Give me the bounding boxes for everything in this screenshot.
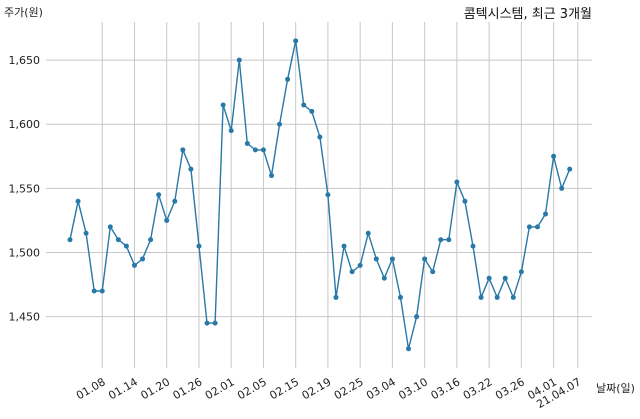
data-point xyxy=(115,237,121,243)
data-point xyxy=(454,179,460,185)
data-point xyxy=(156,192,162,198)
data-point xyxy=(349,269,355,275)
x-tick-label: 01.14 xyxy=(106,375,140,402)
chart-title: 콤텍시스템, 최근 3개월 xyxy=(464,7,592,22)
y-tick-label: 1,500 xyxy=(9,247,41,260)
data-point xyxy=(91,288,97,294)
plot-series xyxy=(67,38,573,352)
data-point xyxy=(188,166,194,172)
data-point xyxy=(75,198,81,204)
x-tick-label: 01.20 xyxy=(138,375,172,402)
data-point xyxy=(285,76,291,82)
data-point xyxy=(309,108,315,114)
x-tick-label: 02.05 xyxy=(235,375,269,402)
data-point xyxy=(333,294,339,300)
data-point xyxy=(438,237,444,243)
data-point xyxy=(373,256,379,262)
y-tick-label: 1,450 xyxy=(9,311,41,324)
data-point xyxy=(325,192,331,198)
data-point xyxy=(381,275,387,281)
x-tick-label: 03.10 xyxy=(396,375,430,402)
x-tick-label: 02.19 xyxy=(300,375,334,402)
data-point xyxy=(180,147,186,153)
data-point xyxy=(397,294,403,300)
data-point xyxy=(196,243,202,249)
y-axis-ticks: 1,450 1,500 1,550 1,600 1,650 xyxy=(9,54,41,324)
data-point xyxy=(470,243,476,249)
data-point xyxy=(526,224,532,230)
data-point xyxy=(478,294,484,300)
data-point xyxy=(502,275,508,281)
x-tick-label: 02.15 xyxy=(267,375,301,402)
data-point xyxy=(389,256,395,262)
data-point xyxy=(107,224,113,230)
x-tick-label: 03.16 xyxy=(429,375,463,402)
x-axis-label: 날짜(일) xyxy=(596,381,635,395)
data-point xyxy=(260,147,266,153)
x-tick-label: 03.26 xyxy=(493,375,527,402)
data-point xyxy=(543,211,549,217)
data-point xyxy=(293,38,299,44)
data-point xyxy=(446,237,452,243)
x-tick-label: 03.22 xyxy=(461,375,495,402)
data-point xyxy=(252,147,258,153)
data-point xyxy=(518,269,524,275)
data-point xyxy=(430,269,436,275)
x-tick-label: 01.08 xyxy=(74,375,108,402)
y-axis-label: 주가(원) xyxy=(4,6,43,19)
data-point xyxy=(83,230,89,236)
data-point xyxy=(567,166,573,172)
data-point xyxy=(534,224,540,230)
y-tick-label: 1,650 xyxy=(9,54,41,67)
data-point xyxy=(148,237,154,243)
y-tick-label: 1,600 xyxy=(9,118,41,131)
data-point xyxy=(204,320,210,326)
x-tick-label: 01.26 xyxy=(171,375,205,402)
data-point xyxy=(341,243,347,249)
data-point xyxy=(486,275,492,281)
x-tick-label: 02.01 xyxy=(203,375,237,402)
data-point xyxy=(277,121,283,127)
data-point xyxy=(99,288,105,294)
data-point xyxy=(131,262,137,268)
data-point xyxy=(236,57,242,63)
data-point xyxy=(67,237,73,243)
data-point xyxy=(301,102,307,108)
data-point xyxy=(406,346,412,352)
x-tick-label: 03.04 xyxy=(364,375,398,402)
x-tick-label: 02.25 xyxy=(332,375,366,402)
data-point xyxy=(172,198,178,204)
y-tick-label: 1,550 xyxy=(9,182,41,195)
data-point xyxy=(212,320,218,326)
data-point xyxy=(228,128,234,134)
x-axis-ticks: 01.0801.1401.2001.2602.0102.0502.1502.19… xyxy=(74,375,583,411)
data-point xyxy=(244,140,250,146)
data-point xyxy=(220,102,226,108)
gridlines xyxy=(46,22,592,368)
data-point xyxy=(123,243,129,249)
data-point xyxy=(551,153,557,159)
data-point xyxy=(269,173,274,179)
data-point xyxy=(317,134,323,140)
data-point xyxy=(559,185,565,191)
price-line xyxy=(69,40,571,349)
data-point xyxy=(357,262,363,268)
data-point xyxy=(365,230,371,236)
data-point xyxy=(494,294,500,300)
data-point xyxy=(422,256,428,262)
data-point xyxy=(462,198,468,204)
data-point xyxy=(510,294,516,300)
data-point xyxy=(164,217,170,223)
data-point xyxy=(414,314,420,320)
data-point xyxy=(140,256,146,262)
